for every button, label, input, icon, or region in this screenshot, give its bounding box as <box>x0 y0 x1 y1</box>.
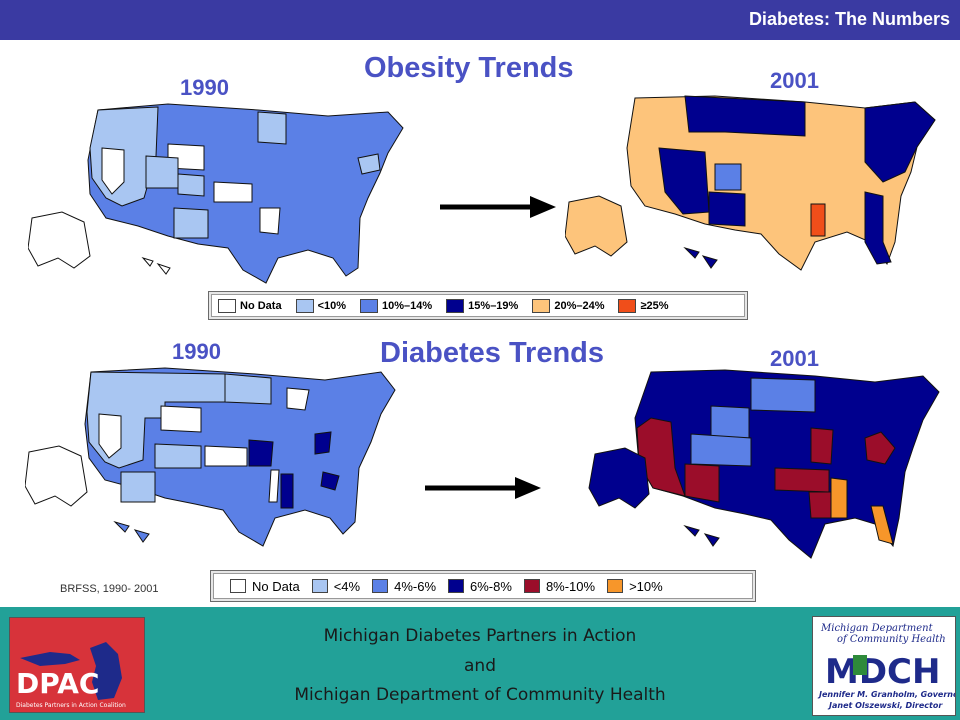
obesity-year-right: 2001 <box>770 68 819 93</box>
footer-bar: Michigan Diabetes Partners in Action and… <box>0 607 960 720</box>
diabetes-legend-inner: No Data <4% 4%-6% 6%-8% 8%-10% >10% <box>213 573 753 599</box>
obesity-legend-inner: No Data <10% 10%–14% 15%–19% 20%–24% ≥25… <box>211 294 745 317</box>
right-arrow-icon <box>425 477 541 499</box>
dpac-logo-text: DPAC <box>16 667 99 700</box>
mdch-logo-graphic: Michigan Department of Community Health … <box>817 623 960 710</box>
legend-item-lt10: <10% <box>295 298 347 313</box>
footer-line-3: Michigan Department of Community Health <box>294 685 666 705</box>
legend-item-8-10: 8%-10% <box>523 578 596 594</box>
slide-header-title: Diabetes: The Numbers <box>748 9 950 29</box>
legend-swatch <box>230 579 246 593</box>
legend-item-gt10: >10% <box>607 579 663 594</box>
legend-label: 6%-8% <box>470 578 512 594</box>
legend-swatch <box>532 298 551 313</box>
legend-swatch <box>311 579 328 593</box>
legend-swatch <box>618 298 637 313</box>
legend-label: 4%-6% <box>394 578 437 594</box>
diabetes-year-left: 1990 <box>172 339 221 364</box>
dpac-logo-graphic: DPAC Diabetes Partners in Action Coaliti… <box>16 642 126 709</box>
legend-label: <10% <box>317 299 347 312</box>
legend-item-4-6: 4%-6% <box>372 579 436 594</box>
diabetes-1990-map <box>25 367 396 547</box>
legend-label: <4% <box>333 578 361 594</box>
legend-swatch <box>523 579 540 593</box>
legend-item-6-8: 6%-8% <box>448 579 512 594</box>
obesity-2001-map <box>565 95 936 271</box>
diabetes-legend: No Data <4% 4%-6% 6%-8% 8%-10% >10% <box>210 570 756 602</box>
legend-label: No Data <box>252 578 300 594</box>
legend-swatch <box>607 579 624 593</box>
legend-swatch <box>448 579 465 593</box>
header-bar: Diabetes: The Numbers <box>0 0 960 40</box>
legend-swatch <box>295 298 314 313</box>
mdch-line-2: Janet Olszewski, Director <box>827 701 943 710</box>
footer-line-1: Michigan Diabetes Partners in Action <box>323 626 637 646</box>
legend-item-no-data: No Data <box>218 298 282 313</box>
obesity-legend: No Data <10% 10%–14% 15%–19% 20%–24% ≥25… <box>208 291 748 320</box>
legend-label: 8%-10% <box>545 578 596 594</box>
legend-label: 20%–24% <box>554 299 605 312</box>
legend-item-no-data: No Data <box>230 579 300 594</box>
legend-label: No Data <box>240 299 282 312</box>
mdch-title-2: of Community Health <box>837 634 946 645</box>
source-note: BRFSS, 1990- 2001 <box>60 583 159 595</box>
diabetes-2001-map <box>588 369 940 559</box>
mdch-mark: MDCH <box>825 652 940 692</box>
mdch-title-1: Michigan Department <box>820 623 934 634</box>
diabetes-year-right: 2001 <box>770 346 819 371</box>
obesity-year-left: 1990 <box>180 75 229 100</box>
legend-swatch <box>360 298 379 313</box>
legend-item-15-19: 15%–19% <box>446 298 519 313</box>
legend-swatch <box>372 579 389 593</box>
legend-label: >10% <box>629 578 663 594</box>
mdch-line-1: Jennifer M. Granholm, Governor <box>817 690 955 699</box>
diabetes-trends-title: Diabetes Trends <box>380 337 605 369</box>
legend-label: 10%–14% <box>382 299 433 312</box>
mdch-logo: Michigan Department of Community Health … <box>812 616 960 716</box>
legend-swatch <box>218 298 236 313</box>
obesity-1990-map <box>28 103 404 284</box>
dpac-logo-tagline: Diabetes Partners in Action Coalition <box>16 702 126 709</box>
dpac-logo: DPAC Diabetes Partners in Action Coaliti… <box>9 617 145 713</box>
legend-label: 15%–19% <box>468 299 519 312</box>
legend-item-20-24: 20%–24% <box>532 298 605 313</box>
legend-item-ge25: ≥25% <box>618 298 669 313</box>
footer-line-2: and <box>464 656 496 676</box>
legend-label: ≥25% <box>640 299 669 312</box>
legend-swatch <box>446 298 465 313</box>
right-arrow-icon <box>440 196 556 218</box>
legend-item-10-14: 10%–14% <box>360 298 433 313</box>
obesity-trends-title: Obesity Trends <box>364 52 574 84</box>
legend-item-lt4: <4% <box>311 578 361 594</box>
